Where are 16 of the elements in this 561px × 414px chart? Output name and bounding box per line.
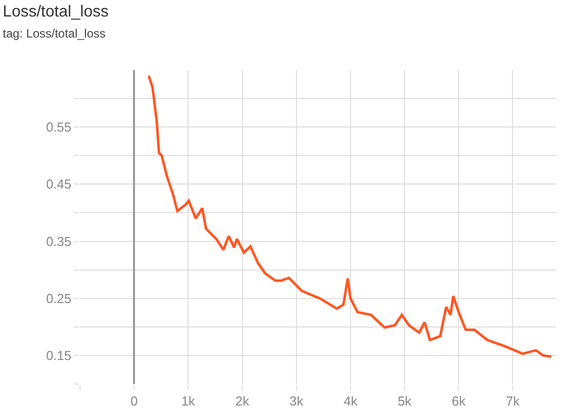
x-tick-label: 0	[130, 394, 138, 409]
x-tick-label: 4k	[344, 394, 358, 409]
x-tick-label: 6k	[452, 394, 466, 409]
y-tick-label: 0.55	[46, 120, 72, 135]
line-series	[147, 74, 552, 358]
x-tick-label: 2k	[235, 394, 250, 409]
y-tick-label: 0.25	[46, 290, 72, 306]
y-tick-label: 0.45	[46, 176, 72, 192]
x-tick-label: 7k	[506, 394, 520, 409]
chart-subtitle: tag: Loss/total_loss	[2, 26, 106, 40]
x-tick-label: 3k	[289, 394, 304, 409]
chart-title: Loss/total_loss	[2, 4, 109, 21]
y-tick-label: 0.35	[46, 234, 72, 249]
y-tick-label: 0.15	[46, 348, 72, 363]
x-tick-label: 1k	[181, 394, 196, 409]
x-tick-label: 5k	[398, 394, 412, 409]
